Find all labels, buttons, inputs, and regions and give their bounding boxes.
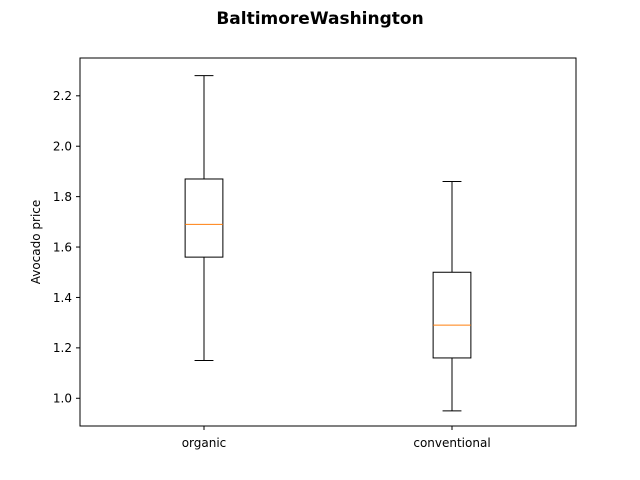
y-tick-label: 2.0: [53, 140, 72, 154]
y-tick-label: 1.2: [53, 341, 72, 355]
y-axis: 1.0 1.2 1.4 1.6 1.8 2.0 2.2: [53, 89, 80, 406]
box-organic: [184, 75, 224, 361]
y-tick-label: 1.4: [53, 291, 72, 305]
y-tick-label: 1.6: [53, 240, 72, 254]
box-conventional: [432, 181, 472, 412]
y-axis-label: Avocado price: [29, 200, 43, 285]
x-tick-label: organic: [182, 436, 227, 450]
iqr-box: [184, 178, 224, 258]
y-tick-label: 1.8: [53, 190, 72, 204]
boxes-layer: [184, 75, 472, 412]
iqr-box: [432, 271, 472, 359]
plot-area-frame: [79, 57, 577, 427]
x-tick-label: conventional: [413, 436, 490, 450]
y-tick-label: 2.2: [53, 89, 72, 103]
chart-title: BaltimoreWashington: [216, 9, 423, 29]
y-tick-label: 1.0: [53, 392, 72, 406]
x-axis: organic conventional: [182, 426, 491, 450]
